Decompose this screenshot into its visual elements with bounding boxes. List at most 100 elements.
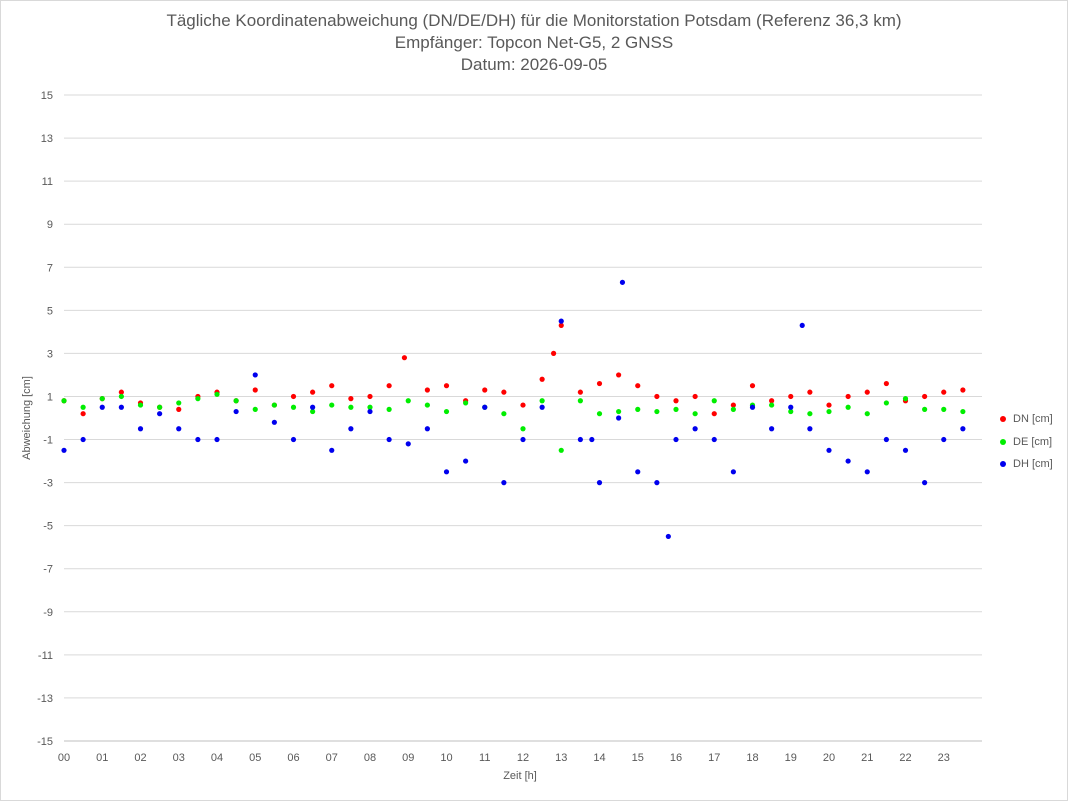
data-point (443, 469, 450, 475)
data-point (271, 419, 277, 425)
data-point (635, 383, 641, 389)
data-point (845, 458, 851, 464)
data-point (80, 404, 86, 410)
chart-title-block: Tägliche Koordinatenabweichung (DN/DE/DH… (0, 10, 1068, 76)
data-point (99, 404, 105, 410)
x-axis-title: Zeit [h] (503, 770, 537, 782)
x-tick-label: 06 (287, 752, 299, 764)
data-point (730, 469, 736, 475)
data-point (596, 480, 603, 486)
x-tick-label: 18 (746, 752, 758, 764)
data-point (826, 402, 832, 408)
data-point (864, 469, 870, 475)
data-point (769, 402, 775, 408)
data-point (329, 383, 335, 389)
x-tick-label: 02 (134, 752, 146, 764)
data-point (367, 393, 373, 400)
x-tick-label: 10 (440, 752, 452, 764)
data-point (673, 406, 679, 412)
legend-item-dn: DN [cm] (1000, 408, 1053, 431)
data-point (845, 404, 851, 410)
y-tick-labels: 15 13 11 9 7 5 3 1 -1 -3 -5 -7 -9 -11 -13 -15 (37, 90, 53, 748)
chart-date: Datum: 2026-09-05 (460, 55, 608, 74)
chart-subtitle: Empfänger: Topcon Net-G5, 2 GNSS (394, 33, 674, 52)
legend-item-de: DE [cm] (1000, 431, 1053, 454)
data-point (214, 391, 220, 397)
data-point (883, 380, 889, 387)
x-tick-label: 15 (632, 752, 644, 764)
data-point (902, 396, 909, 402)
x-tick-label: 14 (593, 752, 605, 764)
series-2 (61, 279, 966, 540)
y-tick-label: 15 (41, 90, 53, 102)
data-point (807, 389, 813, 395)
data-point (922, 406, 928, 412)
data-point (252, 387, 258, 393)
data-point (118, 389, 124, 395)
data-point (922, 480, 928, 486)
data-point (252, 406, 258, 412)
data-point (692, 393, 698, 400)
data-point (329, 402, 335, 408)
data-point (941, 406, 947, 412)
y-tick-label: -15 (37, 736, 53, 748)
data-point (539, 398, 545, 404)
data-point (769, 426, 775, 432)
data-point (711, 436, 717, 443)
data-point (367, 404, 373, 410)
data-point (654, 480, 660, 486)
data-point (405, 398, 411, 404)
data-point (271, 402, 277, 408)
y-tick-label: -5 (43, 521, 53, 533)
y-tick-label: -3 (43, 478, 53, 490)
legend-marker-de (1000, 438, 1006, 445)
data-point (118, 404, 124, 410)
data-point (788, 393, 794, 400)
data-point (807, 411, 813, 417)
legend-label-dn: DN [cm] (1013, 413, 1053, 426)
y-tick-label: 5 (47, 305, 53, 317)
y-tick-label: -13 (37, 693, 53, 705)
data-point (539, 404, 545, 410)
y-tick-label: 7 (47, 262, 53, 274)
data-point (596, 411, 603, 417)
x-tick-label: 12 (517, 752, 529, 764)
data-point (730, 406, 736, 412)
data-point (558, 447, 564, 453)
y-tick-label: -11 (38, 650, 53, 662)
x-tick-label: 07 (326, 752, 338, 764)
y-tick-label: 3 (47, 348, 53, 360)
data-point (290, 436, 297, 443)
data-point (619, 279, 626, 285)
data-point (80, 411, 86, 417)
gridlines (64, 94, 982, 699)
x-tick-label: 01 (96, 752, 108, 764)
data-point (807, 426, 813, 432)
data-point (558, 322, 564, 329)
data-point (348, 396, 354, 402)
legend-label-dh: DH [cm] (1013, 458, 1053, 471)
x-tick-label: 21 (861, 752, 873, 764)
data-point (922, 393, 928, 400)
data-point (482, 404, 488, 410)
x-tick-label: 16 (670, 752, 682, 764)
data-point (692, 411, 698, 417)
data-point (386, 406, 392, 412)
y-tick-label: -7 (43, 564, 53, 576)
data-point (61, 398, 67, 404)
legend-label-de: DE [cm] (1013, 435, 1053, 448)
x-tick-label: 17 (708, 752, 720, 764)
data-point (118, 393, 124, 400)
data-point (749, 404, 756, 410)
x-tick-label: 23 (938, 752, 950, 764)
data-point (665, 533, 671, 540)
data-point (616, 415, 622, 421)
data-point (329, 447, 335, 453)
x-tick-label: 09 (402, 752, 414, 764)
data-point (826, 408, 832, 415)
data-point (902, 447, 909, 453)
data-point (883, 400, 889, 406)
data-point (960, 408, 966, 415)
data-point (577, 436, 583, 443)
